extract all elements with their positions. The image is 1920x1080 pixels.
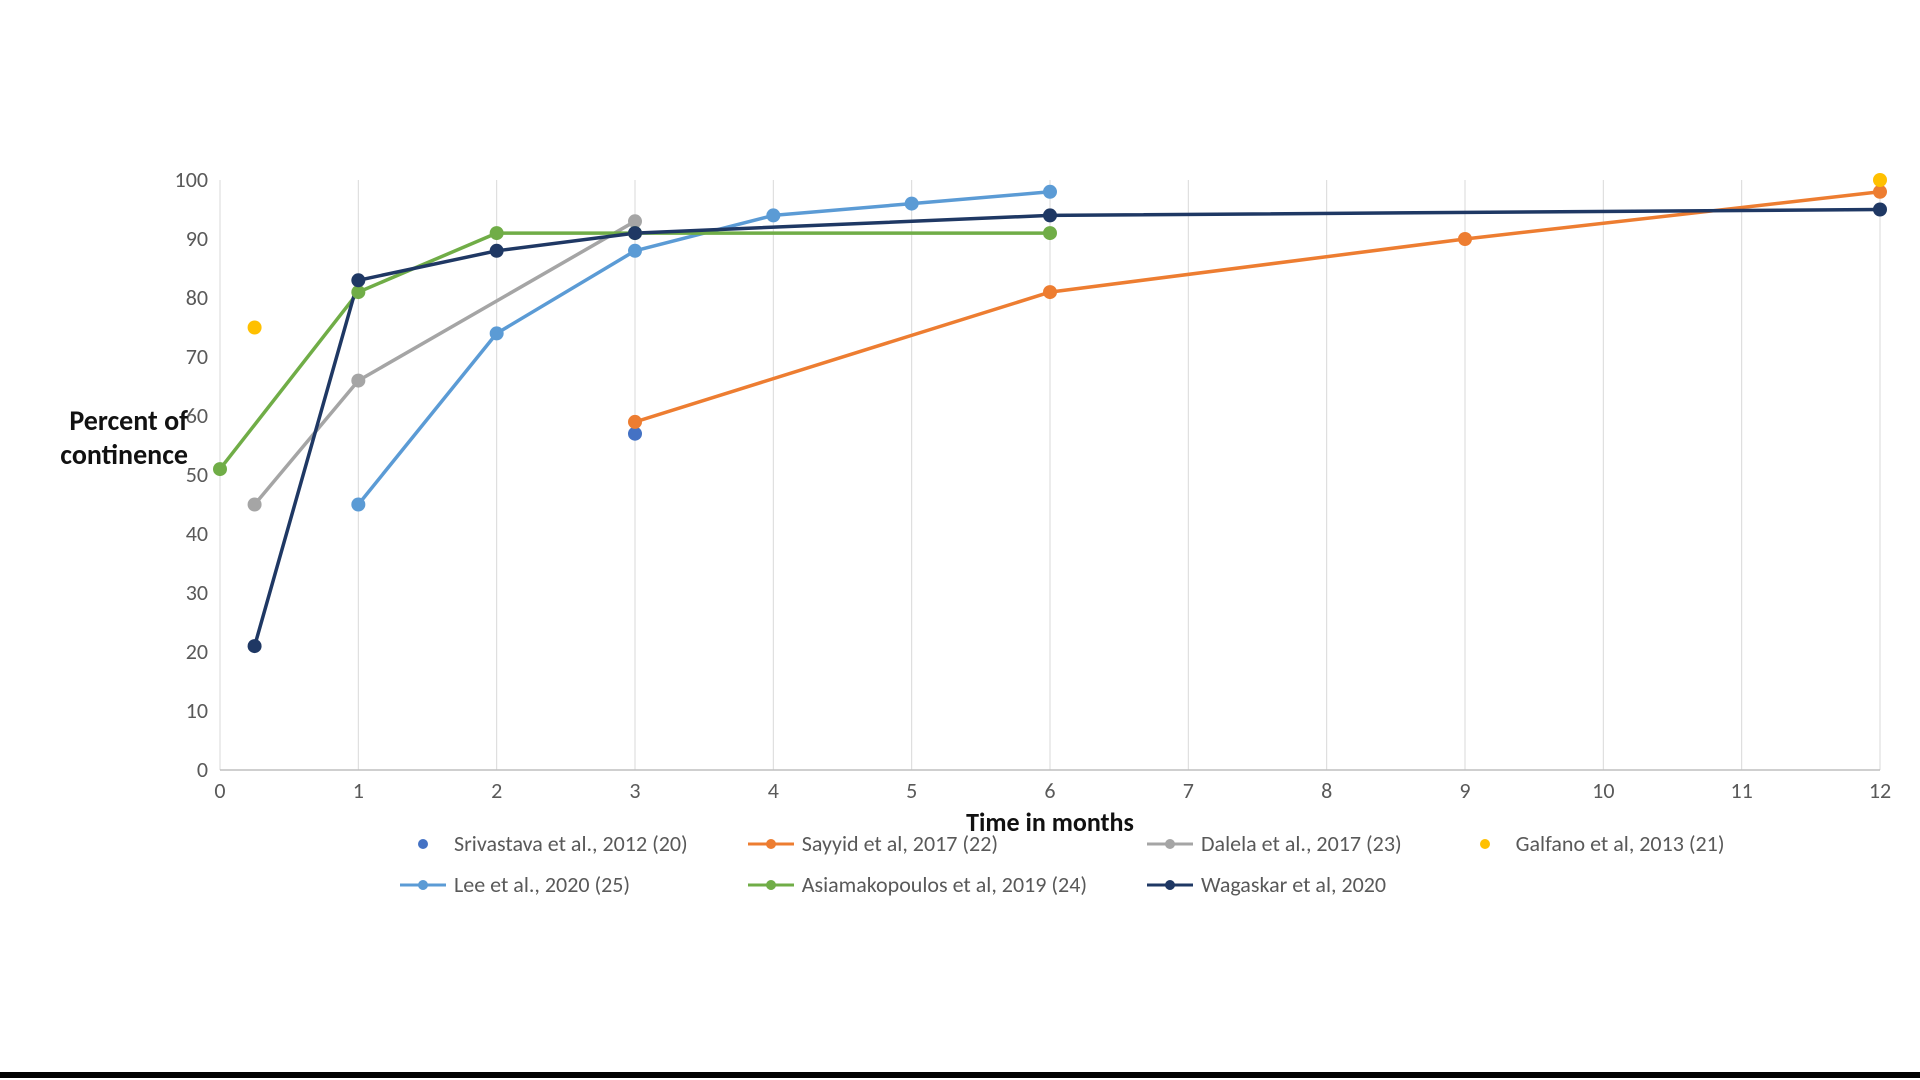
legend-item-sayyid: Sayyid et al, 2017 (22) [748,830,1087,857]
series-marker-lee [628,244,642,258]
legend-label: Sayyid et al, 2017 (22) [802,830,998,857]
series-marker-wagaskar [1043,208,1057,222]
y-tick-label: 30 [186,579,208,606]
series-marker-wagaskar [248,639,262,653]
y-tick-label: 90 [186,225,208,252]
x-tick-label: 7 [1183,777,1194,804]
y-tick-label: 100 [175,166,208,193]
x-tick-label: 2 [491,777,502,804]
y-tick-label: 70 [186,343,208,370]
series-line-dalela [255,221,635,504]
x-tick-label: 4 [768,777,779,804]
x-tick-label: 1 [353,777,364,804]
x-tick-label: 8 [1321,777,1332,804]
series-marker-wagaskar [628,226,642,240]
legend-label: Lee et al., 2020 (25) [454,871,630,898]
legend-label: Galfano et al, 2013 (21) [1516,830,1725,857]
y-tick-label: 40 [186,520,208,547]
series-marker-lee [905,197,919,211]
legend-label: Srivastava et al., 2012 (20) [454,830,688,857]
x-tick-label: 9 [1459,777,1470,804]
legend-item-galfano: Galfano et al, 2013 (21) [1462,830,1725,857]
y-tick-label: 80 [186,284,208,311]
series-line-lee [358,192,1050,505]
series-marker-wagaskar [351,273,365,287]
series-marker-asiamakopoulos [1043,226,1057,240]
series-marker-wagaskar [490,244,504,258]
series-marker-lee [490,326,504,340]
y-tick-label: 0 [197,756,208,783]
x-tick-label: 3 [629,777,640,804]
legend-label: Wagaskar et al, 2020 [1201,871,1386,898]
legend-item-asiamakopoulos: Asiamakopoulos et al, 2019 (24) [748,871,1087,898]
series-marker-galfano [248,321,262,335]
legend-label: Dalela et al., 2017 (23) [1201,830,1402,857]
legend-item-srivastava: Srivastava et al., 2012 (20) [400,830,688,857]
legend-item-wagaskar: Wagaskar et al, 2020 [1147,871,1402,898]
legend-label: Asiamakopoulos et al, 2019 (24) [802,871,1087,898]
x-tick-label: 6 [1044,777,1055,804]
series-marker-dalela [248,498,262,512]
series-marker-asiamakopoulos [490,226,504,240]
series-marker-dalela [351,374,365,388]
y-tick-label: 10 [186,697,208,724]
y-axis-label: Percent of continence [28,404,188,471]
series-marker-asiamakopoulos [213,462,227,476]
x-tick-label: 0 [214,777,225,804]
x-tick-label: 5 [906,777,917,804]
series-line-wagaskar [255,210,1880,647]
series-marker-sayyid [628,415,642,429]
series-marker-galfano [1873,173,1887,187]
y-tick-label: 50 [186,461,208,488]
series-marker-lee [766,208,780,222]
legend-item-lee: Lee et al., 2020 (25) [400,871,688,898]
x-tick-label: 12 [1869,777,1891,804]
series-marker-lee [1043,185,1057,199]
x-tick-label: 10 [1592,777,1614,804]
y-tick-label: 60 [186,402,208,429]
legend-item-dalela: Dalela et al., 2017 (23) [1147,830,1402,857]
series-marker-wagaskar [1873,203,1887,217]
series-marker-sayyid [1043,285,1057,299]
x-tick-label: 11 [1731,777,1753,804]
series-marker-sayyid [1458,232,1472,246]
chart-page: { "chart": { "type": "line", "plot_area"… [0,0,1920,1080]
y-tick-label: 20 [186,638,208,665]
chart-legend: Srivastava et al., 2012 (20) Sayyid et al… [400,830,1725,898]
series-marker-lee [351,498,365,512]
continence-line-chart: 01020304050607080901000123456789101112 [0,0,1920,1080]
